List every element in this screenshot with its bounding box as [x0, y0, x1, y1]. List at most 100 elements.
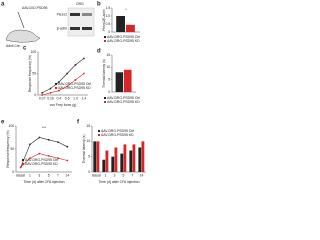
point	[41, 91, 44, 94]
legend-label: AAV-DRG-PSD95 Ctrl	[107, 35, 140, 39]
y-tick-label: 5	[108, 78, 110, 82]
point	[47, 138, 50, 141]
x-tick-label: 3	[114, 173, 116, 177]
y-tick-label: 1.0	[105, 14, 110, 18]
legend-label: AAV-DRG-PSD95 KD	[101, 133, 134, 137]
x-tick-label: 5	[123, 173, 125, 177]
point	[41, 94, 44, 96]
legend-label: AAV-DRG-PSD95 Ctrl	[25, 158, 58, 162]
x-tick-label: 0.6	[65, 96, 70, 100]
y-tick-label: 50	[32, 71, 36, 75]
blot-row-label: Piezo2	[57, 12, 67, 16]
blot-row-label: β-actin	[57, 26, 67, 30]
point	[66, 72, 69, 75]
legend-label: AAV-DRG-PSD95 KD	[107, 39, 140, 43]
panel-label: c	[23, 46, 27, 52]
legend-swatch	[104, 36, 106, 38]
y-tick-label: 50	[10, 147, 14, 151]
annotation: *	[125, 8, 127, 12]
bar	[111, 156, 115, 172]
point	[82, 57, 85, 60]
x-tick-label: 7	[132, 173, 134, 177]
point	[57, 141, 59, 144]
point	[29, 143, 31, 146]
bar	[105, 150, 109, 172]
syringe	[17, 11, 25, 29]
line	[20, 137, 68, 168]
y-axis-label: Response frequency (%)	[6, 130, 10, 167]
line	[42, 73, 85, 96]
band	[70, 27, 80, 30]
legend-swatch	[98, 134, 100, 136]
blot	[67, 7, 95, 37]
x-tick-label: 0.07	[39, 96, 46, 100]
point	[57, 89, 60, 92]
legend-swatch	[55, 83, 57, 85]
point	[66, 85, 69, 88]
x-tick-label: 1	[29, 173, 31, 177]
point	[49, 87, 52, 90]
bar	[129, 150, 133, 172]
point	[74, 79, 77, 81]
x-tick-label: 14	[140, 173, 144, 177]
legend-swatch	[22, 163, 24, 165]
y-axis-label: Response frequency (%)	[28, 55, 32, 92]
bar	[102, 159, 106, 172]
point	[38, 136, 41, 139]
x-tick-label: 0.16	[47, 96, 54, 100]
line	[42, 58, 85, 94]
bar	[93, 141, 97, 172]
legend-swatch	[104, 40, 106, 42]
point	[74, 64, 77, 66]
point	[49, 91, 52, 94]
legend-label: AAV-DRG-PSD95 Ctrl	[107, 96, 140, 100]
mouse-label: Advil-Cre	[6, 44, 20, 48]
bar	[116, 16, 126, 32]
band	[82, 13, 92, 16]
legend-label: AAV-DRG-PSD95 KD	[25, 162, 58, 166]
x-tick-label: 5	[48, 173, 50, 177]
x-tick-label: 1	[105, 173, 107, 177]
legend-label: AAV-DRG-PSD95 Ctrl	[58, 82, 91, 86]
panel-label: a	[1, 2, 5, 8]
y-tick-label: 15	[86, 124, 90, 128]
point	[66, 145, 69, 148]
bar	[124, 69, 132, 92]
line	[20, 153, 68, 168]
panel-label: d	[97, 49, 101, 55]
x-tick-label: 14	[65, 173, 69, 177]
y-tick-label: 15	[106, 53, 110, 57]
virus-label: AAV-DIO-PSD95	[22, 6, 47, 10]
band	[70, 13, 80, 16]
legend-label: AAV-DRG-PSD95 KD	[107, 100, 140, 104]
y-tick-label: 0	[108, 90, 110, 94]
legend-swatch	[22, 159, 24, 161]
y-tick-label: 0	[12, 170, 14, 174]
figure: a AAV-DIO-PSD95 Advil-Cre DRG Piezo2 β-a…	[1, 2, 146, 184]
y-axis-label: Piezo2/β-actin	[102, 9, 106, 31]
legend-swatch	[98, 130, 100, 132]
y-tick-label: 100	[9, 124, 15, 128]
x-tick-label: 1.4	[81, 96, 86, 100]
point	[38, 152, 41, 155]
point	[19, 166, 22, 169]
panel-label: f	[77, 120, 80, 126]
bar	[126, 24, 135, 32]
point	[47, 155, 50, 157]
legend-label: AAV-DRG-PSD95 Ctrl	[101, 129, 134, 133]
bar	[123, 144, 127, 172]
x-tick-label: Basal	[92, 173, 101, 177]
point	[57, 157, 59, 160]
point	[66, 159, 69, 162]
x-axis-label: von Frey force (g)	[50, 103, 77, 107]
y-tick-label: 10	[86, 139, 90, 143]
point	[82, 72, 85, 75]
x-axis-label: Time (d) after CFA injection	[24, 180, 65, 184]
y-tick-label: 100	[31, 50, 37, 54]
x-axis-label: Time (d) after CFA injection	[99, 180, 140, 184]
x-tick-label: 0.4	[56, 96, 61, 100]
bar	[141, 141, 145, 172]
y-axis-label: Thermal latency (s)	[82, 134, 86, 163]
y-tick-label: 0	[88, 170, 90, 174]
bar	[120, 153, 124, 172]
